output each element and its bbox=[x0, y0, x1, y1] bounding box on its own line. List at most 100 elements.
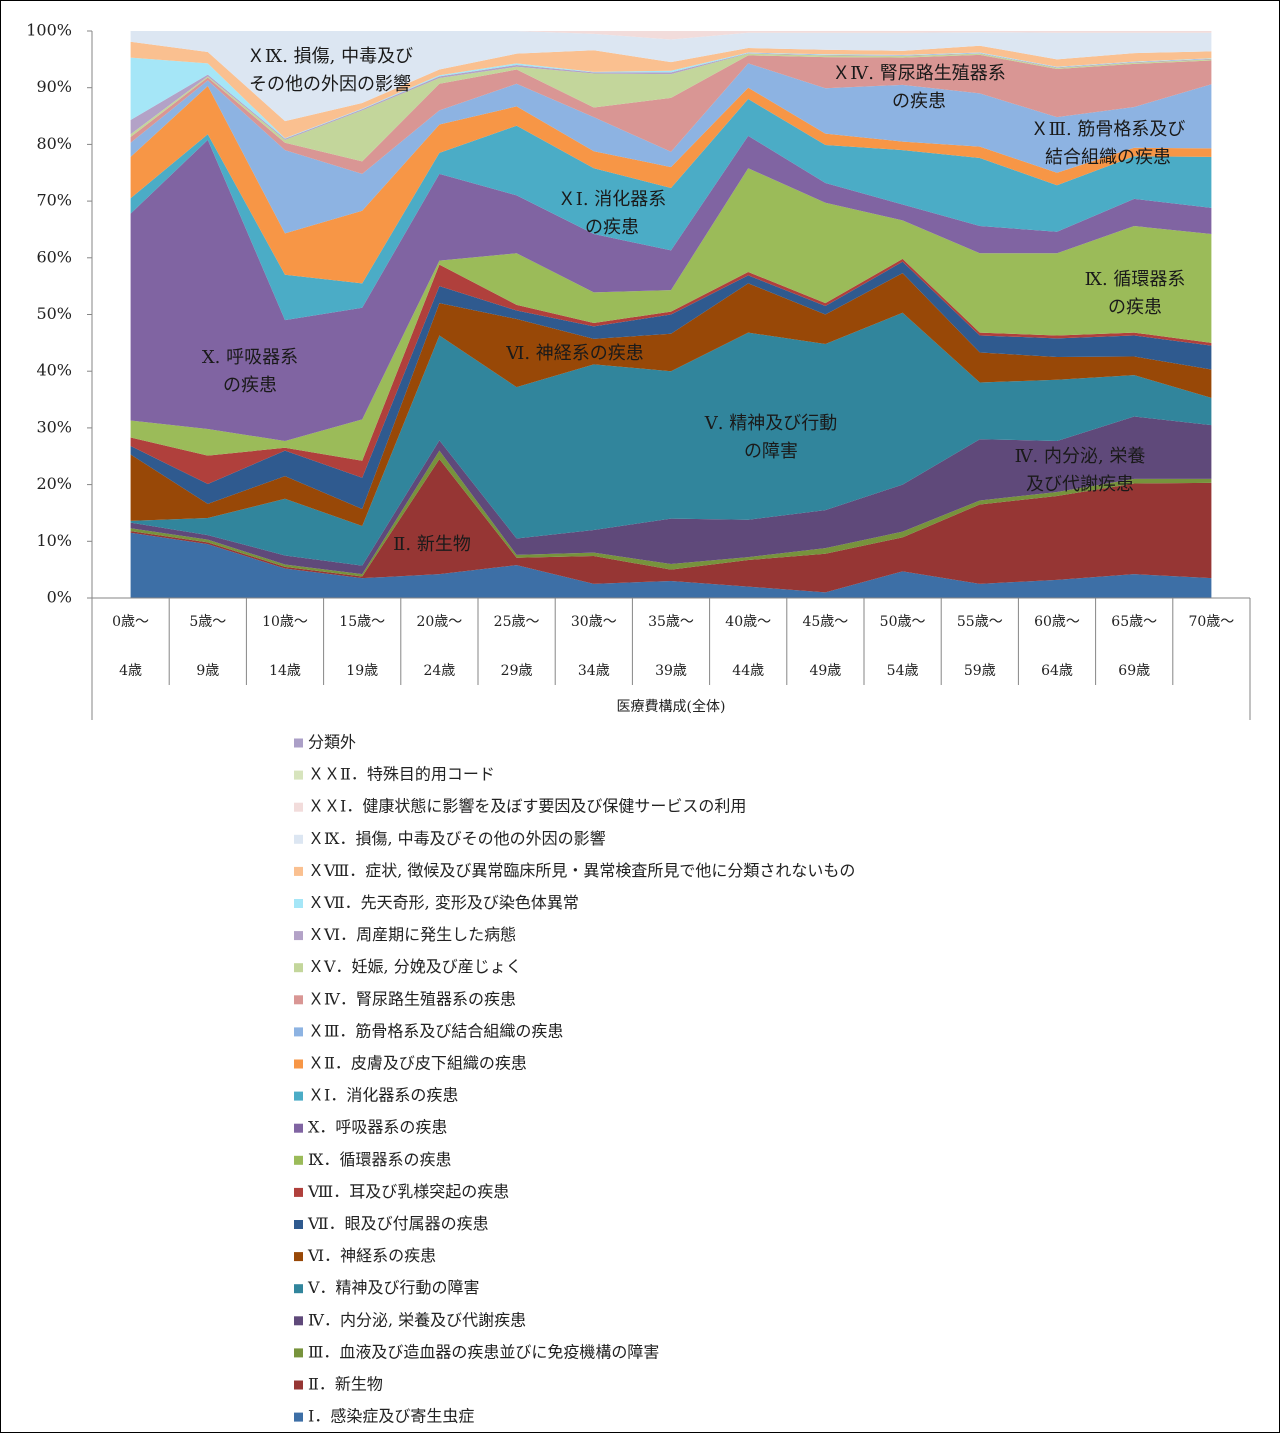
area bbox=[130, 53, 1212, 162]
legend-label: ＸⅧ．症状, 徴候及び異常臨床所見・異常検査所見で他に分類されないもの bbox=[308, 861, 855, 880]
legend-swatch bbox=[294, 1155, 303, 1165]
annotation: 及び代謝疾患 bbox=[1026, 474, 1134, 495]
legend-label: ＸＸⅠ．健康状態に影響を及ぼす要因及び保健サービスの利用 bbox=[308, 797, 746, 816]
annotation: Ⅹ. 呼吸器系 bbox=[202, 347, 298, 368]
legend-swatch bbox=[294, 1412, 303, 1422]
legend-swatch bbox=[294, 1316, 303, 1326]
legend-label: Ⅱ．新生物 bbox=[308, 1375, 383, 1394]
y-tick-label: 10% bbox=[36, 531, 72, 550]
x-tick-label: 35歳～ bbox=[648, 614, 694, 630]
x-tick-label: 5歳～ bbox=[189, 614, 226, 630]
x-tick-label: 15歳～ bbox=[339, 614, 385, 630]
legend-label: ＸⅤ．妊娠, 分娩及び産じょく bbox=[308, 957, 522, 976]
legend-swatch bbox=[294, 770, 303, 780]
x-tick-label: 40歳～ bbox=[725, 614, 771, 630]
legend-label: 分類外 bbox=[308, 733, 356, 752]
annotation: Ⅳ. 内分泌, 栄養 bbox=[1015, 446, 1146, 467]
area bbox=[130, 63, 1212, 234]
legend-swatch bbox=[294, 1027, 303, 1037]
x-tick-label: 49歳 bbox=[809, 663, 841, 679]
x-tick-label: 64歳 bbox=[1041, 663, 1073, 679]
area bbox=[130, 135, 1212, 441]
area bbox=[130, 459, 1212, 593]
legend-label: Ⅹ．呼吸器系の疾患 bbox=[308, 1118, 447, 1137]
legend-label: Ⅶ．眼及び付属器の疾患 bbox=[307, 1214, 489, 1233]
legend-label: ＸⅠ．消化器系の疾患 bbox=[308, 1086, 458, 1105]
x-tick-label: 39歳 bbox=[655, 663, 687, 679]
legend-label: ＸⅣ．腎尿路生殖器系の疾患 bbox=[308, 989, 516, 1008]
annotation: の障害 bbox=[744, 441, 798, 462]
legend-swatch bbox=[294, 738, 303, 748]
annotation: の疾患 bbox=[585, 217, 639, 238]
legend-swatch bbox=[294, 995, 303, 1005]
annotation: ＸⅠ. 消化器系 bbox=[558, 189, 667, 210]
x-tick-label: 20歳～ bbox=[416, 614, 462, 630]
legend-swatch bbox=[294, 963, 303, 973]
area bbox=[130, 54, 1212, 174]
legend-swatch bbox=[294, 1380, 303, 1390]
y-tick-label: 20% bbox=[36, 474, 72, 493]
y-tick-label: 60% bbox=[36, 247, 72, 266]
annotation: 結合組織の疾患 bbox=[1045, 147, 1171, 168]
legend-swatch bbox=[294, 1123, 303, 1133]
legend-swatch bbox=[294, 1059, 303, 1069]
x-tick-label: 55歳～ bbox=[957, 614, 1003, 630]
x-tick-label: 10歳～ bbox=[262, 614, 308, 630]
area bbox=[130, 312, 1212, 566]
legend-label: ＸⅥ．周産期に発生した病態 bbox=[308, 925, 516, 944]
x-tick-label: 44歳 bbox=[732, 663, 764, 679]
x-axis-label: 医療費構成(全体) bbox=[617, 698, 726, 715]
legend-swatch bbox=[294, 1284, 303, 1294]
area bbox=[130, 31, 1212, 122]
area bbox=[130, 168, 1212, 461]
legend-label: ＸⅢ．筋骨格系及び結合組織の疾患 bbox=[308, 1021, 563, 1040]
legend-label: ＸⅨ．損傷, 中毒及びその他の外因の影響 bbox=[308, 829, 606, 848]
x-tick-label: 19歳 bbox=[346, 663, 378, 679]
legend-swatch bbox=[294, 866, 303, 876]
area bbox=[130, 261, 1212, 509]
y-tick-label: 100% bbox=[26, 21, 72, 40]
x-tick-label: 50歳～ bbox=[880, 614, 926, 630]
annotation: ＸⅢ. 筋骨格系及び bbox=[1031, 119, 1186, 140]
x-tick-label: 60歳～ bbox=[1034, 614, 1080, 630]
x-tick-label: 45歳～ bbox=[802, 614, 848, 630]
y-tick-label: 30% bbox=[36, 417, 72, 436]
annotation: Ⅸ. 循環器系 bbox=[1085, 269, 1186, 290]
x-tick-label: 4歳 bbox=[119, 663, 142, 679]
legend-swatch bbox=[294, 899, 303, 908]
x-tick-label: 54歳 bbox=[887, 663, 919, 679]
x-tick-label: 69歳 bbox=[1118, 663, 1150, 679]
legend-swatch bbox=[294, 1187, 303, 1197]
annotation: の疾患 bbox=[892, 91, 946, 112]
annotation: ＸⅨ. 損傷, 中毒及び bbox=[247, 46, 413, 67]
y-tick-label: 90% bbox=[36, 77, 72, 96]
legend-swatch bbox=[294, 1252, 303, 1262]
x-tick-label: 25歳～ bbox=[494, 614, 540, 630]
x-tick-label: 29歳 bbox=[501, 663, 533, 679]
x-tick-label: 24歳 bbox=[423, 663, 455, 679]
annotation: の疾患 bbox=[223, 375, 277, 396]
annotation: Ⅴ. 精神及び行動 bbox=[704, 413, 837, 434]
legend-swatch bbox=[294, 1220, 303, 1229]
area bbox=[130, 532, 1212, 598]
legend-label: Ⅷ．耳及び乳様突起の疾患 bbox=[307, 1182, 509, 1201]
area bbox=[130, 416, 1212, 575]
area bbox=[130, 258, 1212, 485]
area bbox=[130, 99, 1212, 321]
legend-label: ＸⅡ．皮膚及び皮下組織の疾患 bbox=[308, 1054, 527, 1073]
legend-label: Ⅲ．血液及び造血器の疾患並びに免疫機構の障害 bbox=[308, 1342, 659, 1361]
legend-swatch bbox=[294, 834, 303, 844]
legend-label: Ⅴ．精神及び行動の障害 bbox=[307, 1278, 480, 1297]
area bbox=[130, 85, 1212, 284]
annotation: その他の外因の影響 bbox=[249, 74, 411, 95]
annotation: Ⅵ. 神経系の疾患 bbox=[505, 343, 644, 364]
x-tick-label: 34歳 bbox=[578, 663, 610, 679]
y-tick-label: 0% bbox=[47, 588, 72, 607]
y-tick-label: 80% bbox=[36, 134, 72, 153]
legend-swatch bbox=[294, 1348, 303, 1358]
x-tick-label: 30歳～ bbox=[571, 614, 617, 630]
legend-label: ＸⅦ．先天奇形, 変形及び染色体異常 bbox=[308, 893, 579, 912]
legend-label: Ⅰ．感染症及び寄生虫症 bbox=[308, 1407, 474, 1426]
annotation: の疾患 bbox=[1108, 297, 1162, 318]
